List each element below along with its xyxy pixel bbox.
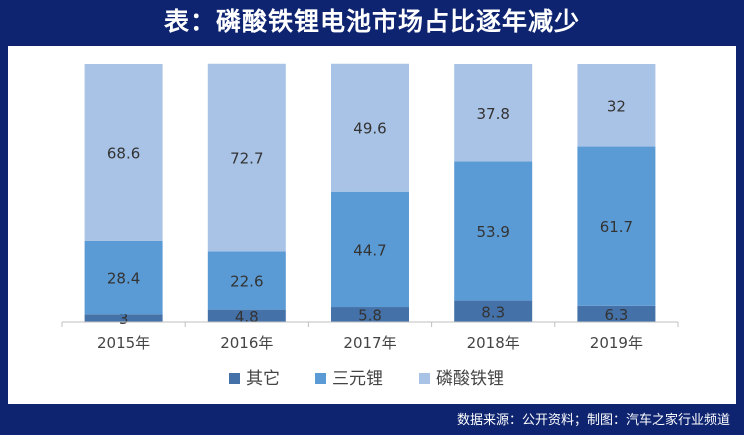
data-label: 6.3 [604, 306, 628, 324]
data-label: 72.7 [230, 150, 263, 168]
chart-title: 表：磷酸铁锂电池市场占比逐年减少 [163, 7, 580, 36]
bar-segment [331, 307, 409, 322]
legend-label: 磷酸铁锂 [436, 369, 504, 389]
x-tick-label: 2019年 [590, 334, 643, 352]
x-tick-label: 2017年 [343, 334, 396, 352]
legend-swatch [229, 373, 240, 384]
x-tick-label: 2015年 [97, 334, 150, 352]
data-label: 44.7 [353, 241, 386, 259]
bar-segment [577, 146, 656, 306]
bar-segment [454, 64, 533, 162]
stacked-bar-chart: 3 28.4 68.6 2015年 4.8 22.6 72.7 2016年 5.8 44.7 49.… [61, 63, 679, 389]
bar-segment [454, 161, 533, 301]
x-tick-label: 2018年 [467, 334, 520, 352]
bar-segment [207, 251, 286, 310]
bar-segment [84, 64, 163, 241]
bar-segment [207, 63, 286, 252]
legend-swatch [419, 373, 430, 384]
bar-segment [331, 63, 409, 192]
data-label: 37.8 [476, 105, 509, 123]
chart-panel: 3 28.4 68.6 2015年 4.8 22.6 72.7 2016年 5.8 44.7 49.… [8, 46, 736, 404]
bar-segment [84, 314, 163, 322]
bar-segment [454, 300, 533, 322]
data-label: 5.8 [358, 307, 382, 325]
data-label: 4.8 [235, 308, 259, 326]
data-label: 8.3 [481, 303, 505, 321]
legend-swatch [315, 373, 326, 384]
bar-segment [577, 305, 656, 322]
data-label: 22.6 [230, 272, 263, 290]
data-label: 68.6 [107, 144, 140, 162]
data-label: 61.7 [600, 218, 633, 236]
legend-label: 三元锂 [332, 369, 383, 389]
data-label: 32 [607, 97, 626, 115]
data-label: 28.4 [107, 270, 140, 288]
data-label: 53.9 [476, 223, 509, 241]
bar-segment [331, 191, 409, 308]
source-note: 数据来源：公开资料；制图：汽车之家行业频道 [456, 413, 730, 428]
bar-segment [577, 64, 656, 147]
x-tick-label: 2016年 [220, 334, 273, 352]
data-label: 49.6 [353, 120, 386, 138]
data-label: 3 [119, 310, 129, 328]
bar-segment [84, 240, 163, 315]
legend-label: 其它 [246, 369, 280, 389]
bar-segment [207, 309, 286, 322]
